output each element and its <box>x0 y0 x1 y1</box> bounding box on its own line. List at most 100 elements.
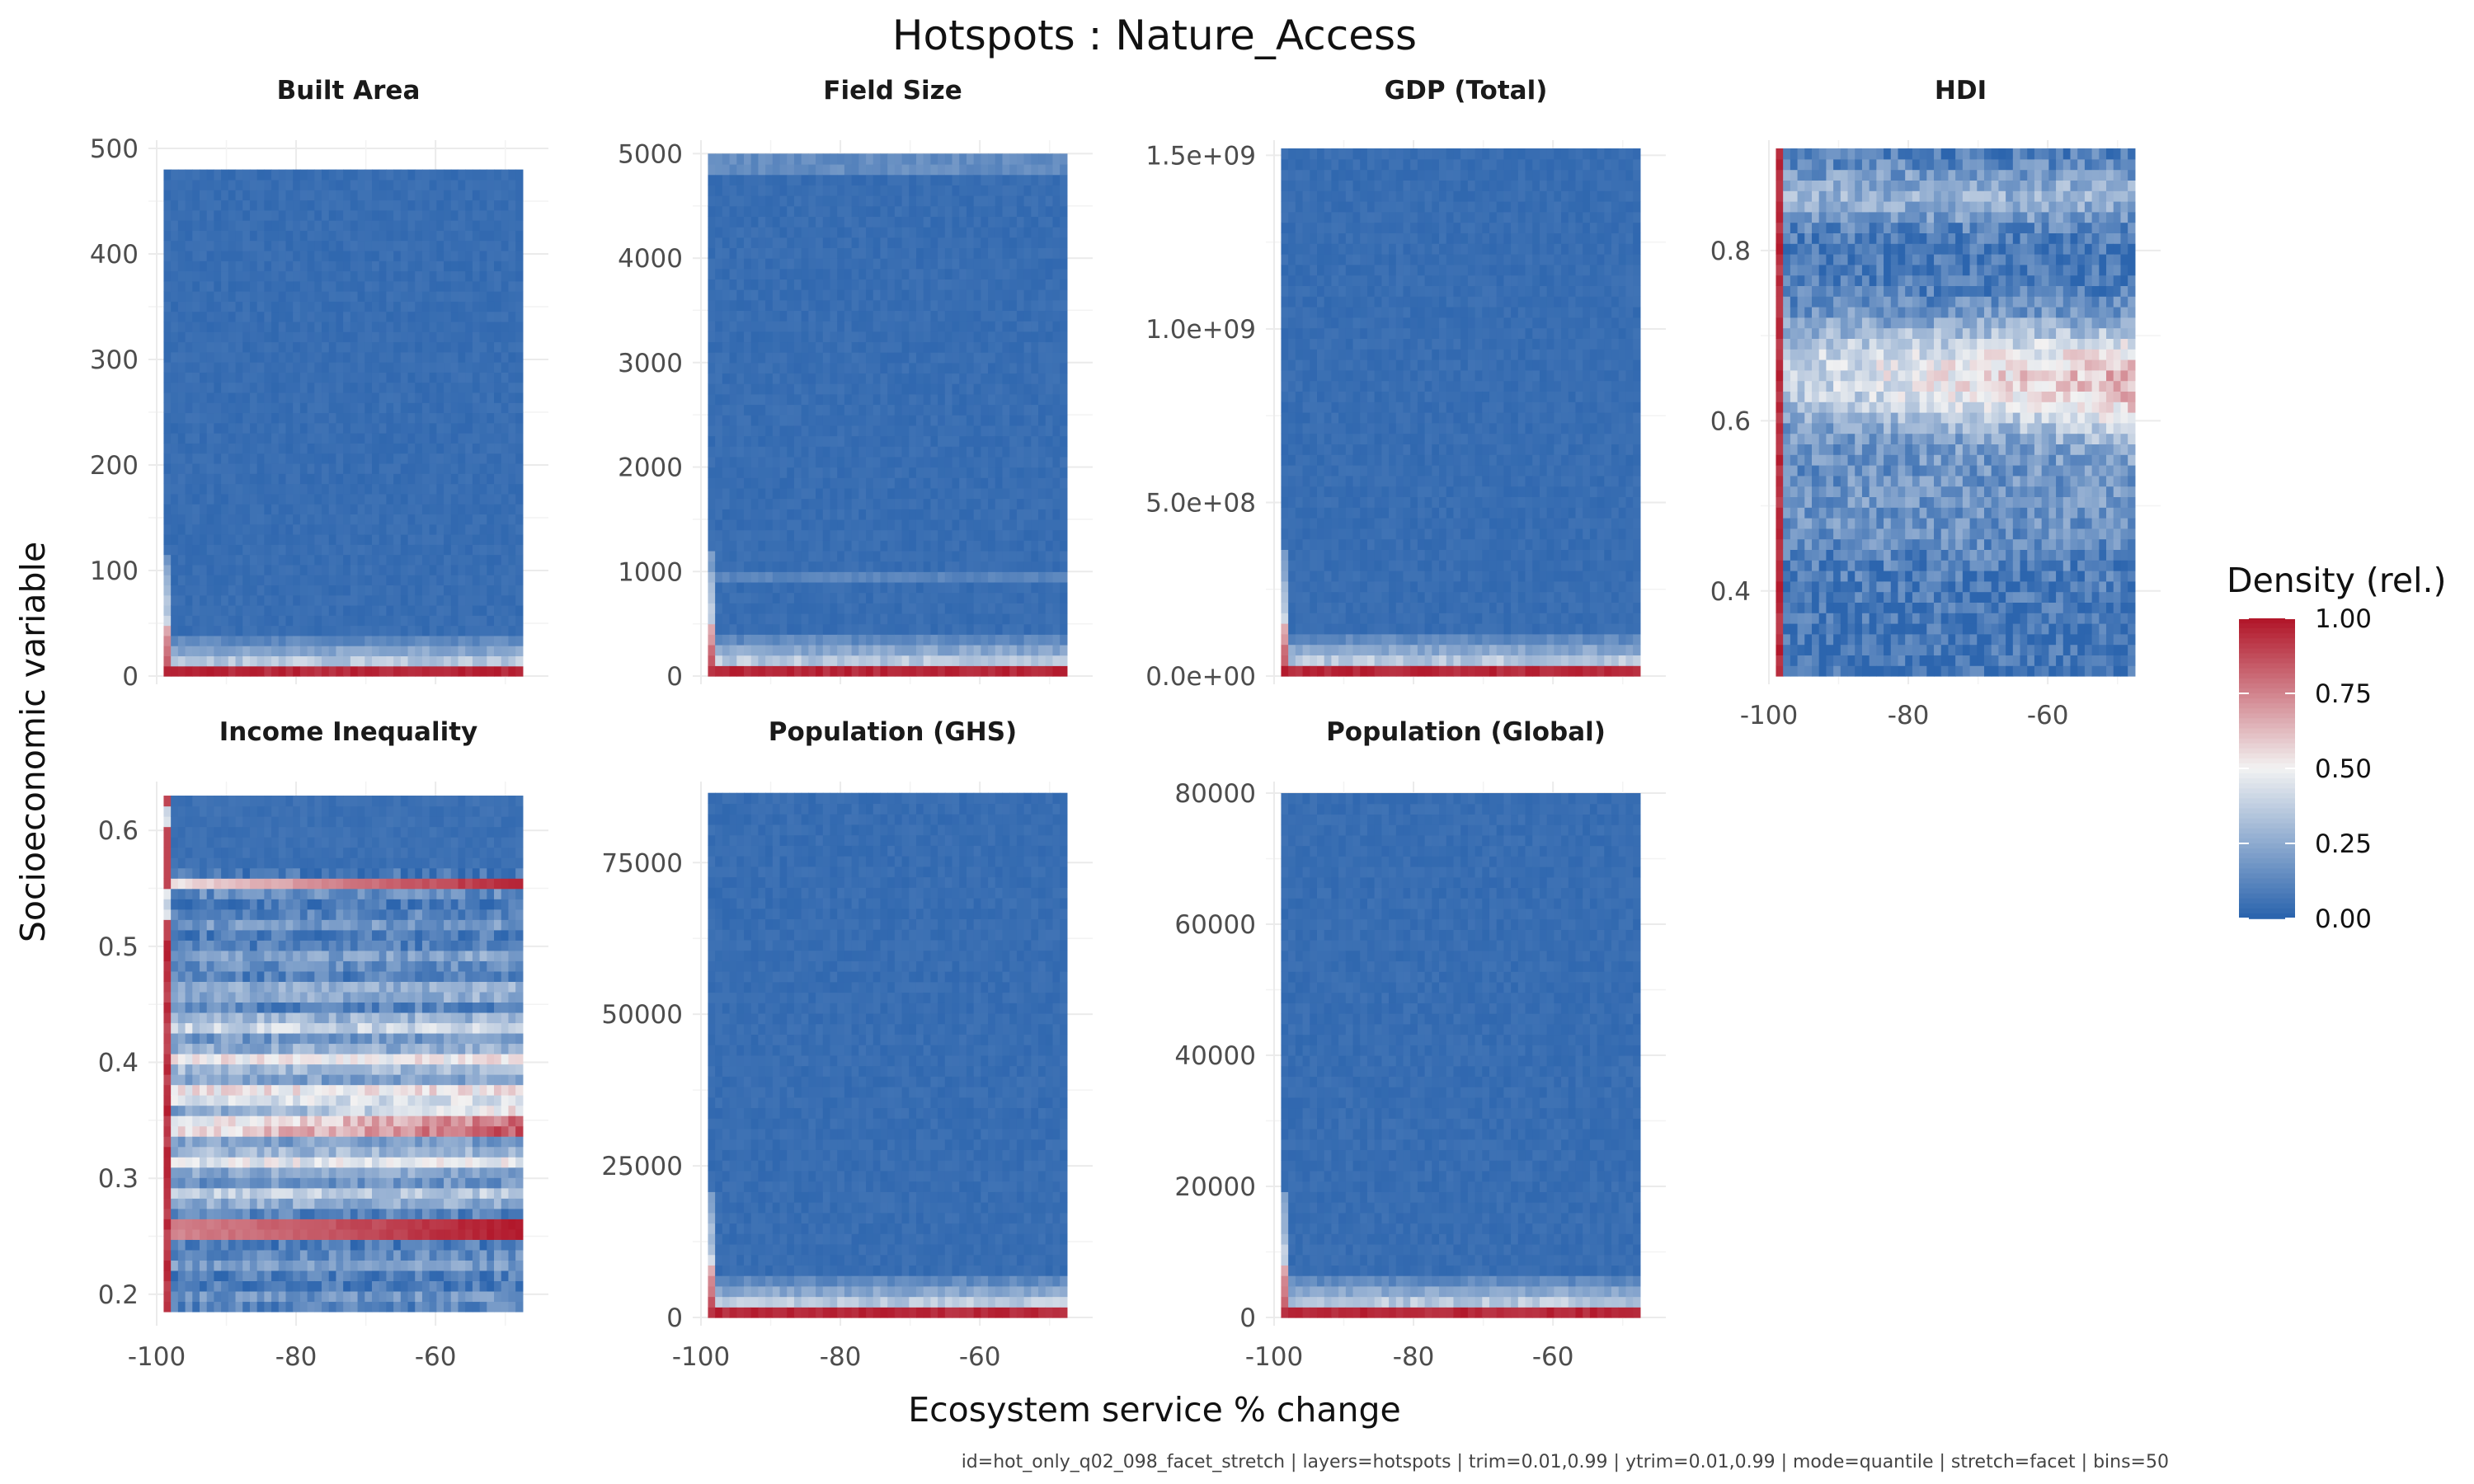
heatmap-tile <box>415 200 423 211</box>
heatmap-tile <box>436 504 444 514</box>
heatmap-tile <box>494 524 502 535</box>
heatmap-tile <box>479 270 487 282</box>
heatmap-tile <box>938 205 946 217</box>
heatmap-tile <box>966 529 975 541</box>
heatmap-tile <box>386 463 394 474</box>
heatmap-tile <box>235 301 243 312</box>
heatmap-tile <box>278 331 287 343</box>
heatmap-tile <box>322 209 330 221</box>
heatmap-tile <box>256 240 265 251</box>
heatmap-tile <box>271 351 280 363</box>
heatmap-tile <box>923 383 932 395</box>
heatmap-tile <box>844 644 853 656</box>
heatmap-tile <box>249 453 258 464</box>
heatmap-tile <box>221 504 229 514</box>
heatmap-tile <box>959 299 967 312</box>
heatmap-tile <box>436 655 444 667</box>
heatmap-tile <box>959 393 967 406</box>
heatmap-tile <box>421 291 430 302</box>
heatmap-tile <box>322 575 330 586</box>
heatmap-tile <box>1023 498 1032 510</box>
heatmap-tile <box>787 550 795 562</box>
heatmap-tile <box>501 604 510 616</box>
heatmap-tile <box>915 613 924 625</box>
heatmap-tile <box>465 604 473 616</box>
heatmap-tile <box>744 205 752 217</box>
heatmap-tile <box>1009 644 1018 656</box>
heatmap-tile <box>249 443 258 454</box>
heatmap-tile <box>293 422 301 434</box>
heatmap-tile <box>750 623 760 635</box>
heatmap-tile <box>1023 477 1032 489</box>
heatmap-tile <box>285 362 294 373</box>
heatmap-tile <box>851 581 859 594</box>
heatmap-tile <box>959 279 967 290</box>
heatmap-tile <box>1016 247 1025 259</box>
heatmap-tile <box>242 615 251 627</box>
heatmap-tile <box>479 544 487 556</box>
heatmap-tile <box>822 393 831 406</box>
heatmap-tile <box>487 179 495 190</box>
heatmap-tile <box>758 519 766 531</box>
heatmap-tile <box>472 443 481 454</box>
heatmap-tile <box>851 519 859 531</box>
heatmap-tile <box>278 341 287 353</box>
heatmap-tile <box>708 174 716 186</box>
heatmap-tile <box>322 200 330 211</box>
heatmap-tile <box>966 268 975 280</box>
heatmap-tile <box>393 625 402 636</box>
heatmap-tile <box>744 509 752 520</box>
heatmap-tile <box>494 665 502 677</box>
heatmap-tile <box>357 504 365 514</box>
heatmap-tile <box>715 415 723 426</box>
heatmap-tile <box>393 493 402 505</box>
heatmap-tile <box>371 230 380 242</box>
heatmap-tile <box>1002 373 1010 384</box>
heatmap-tile <box>765 425 774 437</box>
heatmap-tile <box>357 220 365 231</box>
heatmap-tile <box>214 190 222 201</box>
heatmap-tile <box>436 372 444 383</box>
heatmap-tile <box>952 393 960 406</box>
heatmap-tile <box>894 425 903 437</box>
heatmap-tile <box>357 351 365 363</box>
heatmap-tile <box>336 169 344 181</box>
heatmap-tile <box>793 477 802 489</box>
heatmap-tile <box>837 613 845 625</box>
heatmap-tile <box>909 362 917 374</box>
heatmap-tile <box>981 477 989 489</box>
heatmap-tile <box>959 655 967 666</box>
heatmap-tile <box>163 514 172 525</box>
heatmap-tile <box>415 564 423 575</box>
heatmap-tile <box>830 341 838 353</box>
heatmap-tile <box>371 594 380 606</box>
heatmap-tile <box>221 554 229 566</box>
heatmap-tile <box>837 174 845 186</box>
heatmap-tile <box>386 280 394 292</box>
heatmap-tile <box>729 477 737 489</box>
heatmap-tile <box>508 179 516 190</box>
heatmap-tile <box>944 540 953 552</box>
heatmap-tile <box>278 585 287 596</box>
heatmap-tile <box>299 169 308 181</box>
heatmap-tile <box>930 195 938 207</box>
heatmap-tile <box>901 477 910 489</box>
heatmap-tile <box>973 519 981 531</box>
heatmap-tile <box>472 463 481 474</box>
heatmap-tile <box>973 299 981 312</box>
heatmap-tile <box>235 179 243 190</box>
heatmap-tile <box>386 331 394 343</box>
heatmap-tile <box>758 205 766 217</box>
heatmap-tile <box>465 200 473 211</box>
heatmap-tile <box>278 443 287 454</box>
heatmap-tile <box>858 571 867 583</box>
heatmap-tile <box>894 550 903 562</box>
heatmap-tile <box>444 554 452 566</box>
heatmap-tile <box>750 205 760 217</box>
heatmap-tile <box>744 655 752 666</box>
heatmap-tile <box>837 247 845 259</box>
heatmap-tile <box>429 362 437 373</box>
heatmap-tile <box>177 179 186 190</box>
heatmap-tile <box>887 258 896 270</box>
heatmap-tile <box>729 237 737 248</box>
